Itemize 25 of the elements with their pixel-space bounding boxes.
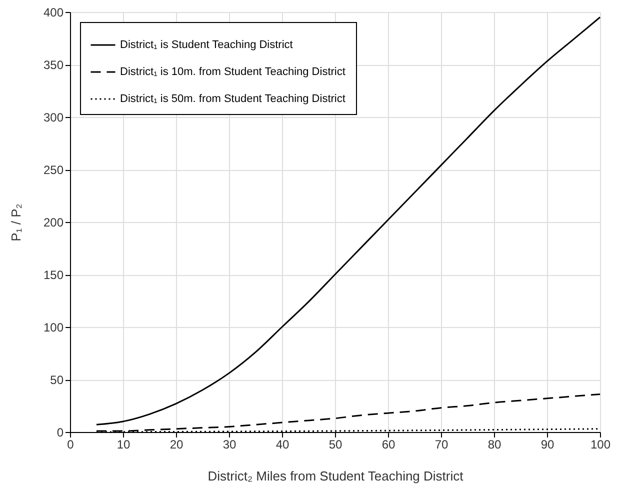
y-tick-label: 0: [56, 426, 64, 440]
legend-label: District₁ is Student Teaching District: [120, 39, 293, 51]
x-tick-label: 80: [488, 438, 502, 452]
y-tick-label: 350: [43, 58, 64, 72]
x-tick-label: 60: [382, 438, 396, 452]
y-tick-label: 100: [43, 320, 64, 334]
x-tick-label: 0: [67, 438, 74, 452]
legend-label: District₁ is 50m. from Student Teaching District: [120, 93, 346, 105]
y-tick-label: 50: [50, 373, 64, 387]
x-tick-label: 70: [434, 438, 448, 452]
x-tick-label: 10: [116, 438, 130, 452]
y-tick-label: 300: [43, 110, 64, 124]
y-tick-label: 150: [43, 268, 64, 282]
x-tick-label: 40: [276, 438, 290, 452]
x-tick-label: 90: [540, 438, 554, 452]
y-tick-label: 200: [43, 216, 64, 230]
x-axis-title: District₂ Miles from Student Teaching District: [208, 468, 464, 484]
y-tick-label: 250: [43, 163, 64, 177]
y-axis-title: P₁ / P₂: [8, 204, 24, 242]
y-tick-label: 400: [43, 6, 64, 20]
x-tick-label: 100: [590, 438, 611, 452]
x-tick-label: 30: [222, 438, 236, 452]
x-tick-label: 20: [170, 438, 184, 452]
x-tick-label: 50: [328, 438, 342, 452]
legend-label: District₁ is 10m. from Student Teaching District: [120, 66, 346, 78]
